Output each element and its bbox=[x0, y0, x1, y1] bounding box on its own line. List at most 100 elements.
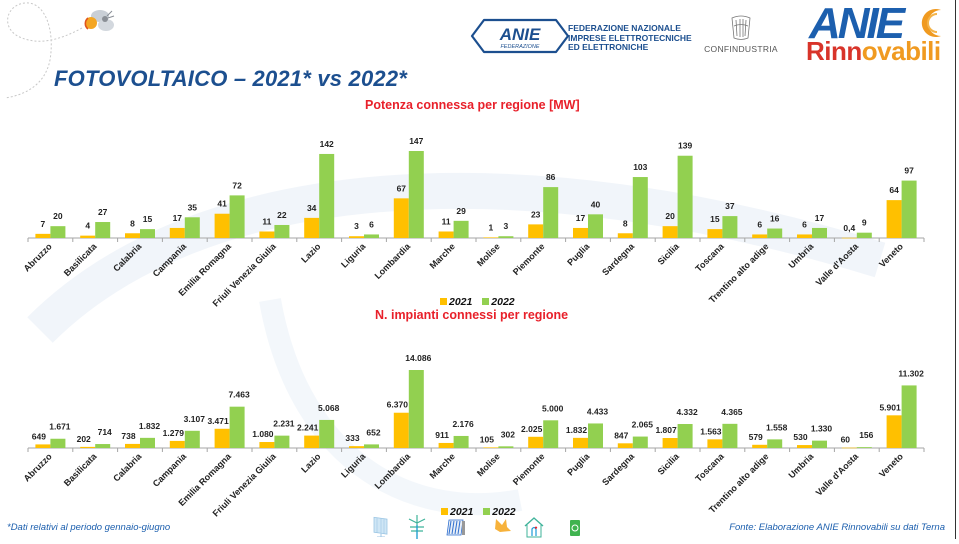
data-label: 333 bbox=[345, 433, 359, 443]
chart-1: 7 20 Abruzzo 4 27 Basilicata 8 15 Calabria 17 35 Ca… bbox=[22, 136, 925, 309]
bar-2021 bbox=[304, 435, 320, 448]
data-label: 5.068 bbox=[318, 403, 340, 413]
data-label: 60 bbox=[841, 435, 851, 445]
legend-label-2021: 2021 bbox=[449, 296, 473, 308]
bar-2021 bbox=[393, 198, 409, 238]
category-label: Sicilia bbox=[656, 451, 682, 477]
data-label: 738 bbox=[121, 431, 135, 441]
bar-2021 bbox=[707, 229, 723, 238]
data-label: 103 bbox=[633, 162, 647, 172]
category-label: Lombardia bbox=[373, 451, 413, 491]
bar-2021 bbox=[349, 446, 364, 448]
bar-2022 bbox=[184, 430, 200, 448]
data-label: 11 bbox=[262, 216, 271, 226]
legend-item-2021: 2021 bbox=[440, 296, 472, 308]
data-label: 20 bbox=[53, 211, 63, 221]
data-label: 3.471 bbox=[207, 416, 229, 426]
data-label: 86 bbox=[546, 172, 556, 182]
anie-federazione-logo: ANIE FEDERAZIONE bbox=[470, 14, 680, 58]
bar-2022 bbox=[319, 419, 335, 448]
data-label: 911 bbox=[435, 430, 449, 440]
data-label: 72 bbox=[232, 180, 242, 190]
bar-2021 bbox=[349, 236, 364, 238]
data-label: 1.807 bbox=[655, 425, 677, 435]
category-label: Sicilia bbox=[656, 241, 682, 267]
bar-2021 bbox=[841, 447, 857, 449]
data-label: 27 bbox=[98, 207, 108, 217]
category-label: Valle d'Aosta bbox=[814, 241, 861, 288]
category-label: Campania bbox=[151, 241, 189, 279]
bar-2022 bbox=[50, 226, 66, 238]
bar-2022 bbox=[901, 180, 917, 238]
legend-label-2021: 2021 bbox=[450, 506, 474, 518]
legend-label-2022: 2022 bbox=[492, 506, 516, 518]
bar-2021 bbox=[573, 437, 588, 448]
chart1-legend: 2021 2022 bbox=[440, 296, 522, 308]
data-label: 37 bbox=[725, 201, 735, 211]
data-label: 649 bbox=[32, 431, 46, 441]
data-label: 6.370 bbox=[387, 400, 409, 410]
data-label: 1.832 bbox=[139, 421, 161, 431]
data-label: 35 bbox=[188, 202, 198, 212]
bar-2021 bbox=[438, 231, 454, 238]
slide-border bbox=[955, 0, 956, 539]
bar-2021 bbox=[259, 231, 275, 238]
category-label: Sardegna bbox=[600, 451, 637, 488]
bar-2021 bbox=[797, 234, 812, 238]
category-label: Basilicata bbox=[62, 451, 99, 488]
category-label: Molise bbox=[475, 241, 502, 268]
bar-2021 bbox=[662, 226, 678, 238]
data-label: 1.832 bbox=[566, 425, 588, 435]
data-label: 847 bbox=[614, 430, 628, 440]
data-label: 202 bbox=[77, 434, 91, 444]
legend-swatch-2022 bbox=[482, 298, 490, 305]
source-note: Fonte: Elaborazione ANIE Rinnovabili su … bbox=[729, 522, 945, 533]
data-label: 156 bbox=[859, 430, 873, 440]
category-label: Toscana bbox=[693, 451, 726, 484]
data-label: 5.000 bbox=[542, 403, 564, 413]
page-title: FOTOVOLTAICO – 2021* vs 2022* bbox=[54, 66, 408, 91]
bar-2022 bbox=[408, 151, 424, 238]
data-label: 20 bbox=[665, 211, 675, 221]
data-label: 2.025 bbox=[521, 424, 543, 434]
bar-2021 bbox=[214, 213, 230, 238]
bar-2021 bbox=[393, 412, 409, 448]
bar-2022 bbox=[364, 234, 379, 238]
bar-2021 bbox=[214, 428, 230, 448]
solar-panel-icon bbox=[372, 515, 390, 542]
bar-2021 bbox=[752, 234, 768, 238]
data-label: 302 bbox=[501, 429, 515, 439]
data-label: 1.671 bbox=[49, 422, 71, 432]
moon-icon bbox=[921, 9, 941, 37]
bar-2021 bbox=[886, 200, 902, 238]
legend-label-2022: 2022 bbox=[491, 296, 515, 308]
bar-2021 bbox=[169, 440, 185, 448]
bar-2022 bbox=[677, 155, 693, 238]
data-label: 147 bbox=[409, 136, 423, 146]
bar-2022 bbox=[453, 435, 469, 448]
category-label: Veneto bbox=[877, 451, 905, 479]
category-label: Liguria bbox=[339, 241, 368, 270]
data-label: 2.176 bbox=[452, 419, 474, 429]
bar-2022 bbox=[274, 224, 290, 238]
category-label: Molise bbox=[475, 451, 502, 478]
bar-2022 bbox=[319, 153, 335, 238]
legend-swatch-2022 bbox=[483, 508, 491, 515]
category-label: Marche bbox=[428, 451, 457, 480]
category-label: Piemonte bbox=[511, 451, 547, 487]
bar-2022 bbox=[588, 214, 603, 238]
category-label: Piemonte bbox=[511, 241, 547, 277]
data-label: 22 bbox=[277, 210, 287, 220]
bar-2022 bbox=[812, 440, 827, 448]
bar-2021 bbox=[573, 227, 588, 238]
recycle-bin-icon bbox=[568, 519, 582, 542]
bar-2022 bbox=[767, 228, 783, 238]
category-label: Abruzzo bbox=[22, 451, 55, 484]
category-label: Umbria bbox=[786, 451, 816, 481]
data-label: 1.563 bbox=[700, 426, 722, 436]
category-label: Calabria bbox=[111, 451, 144, 484]
data-label: 9 bbox=[862, 218, 867, 228]
hydro-icon bbox=[445, 517, 467, 542]
bar-2021 bbox=[483, 237, 499, 239]
